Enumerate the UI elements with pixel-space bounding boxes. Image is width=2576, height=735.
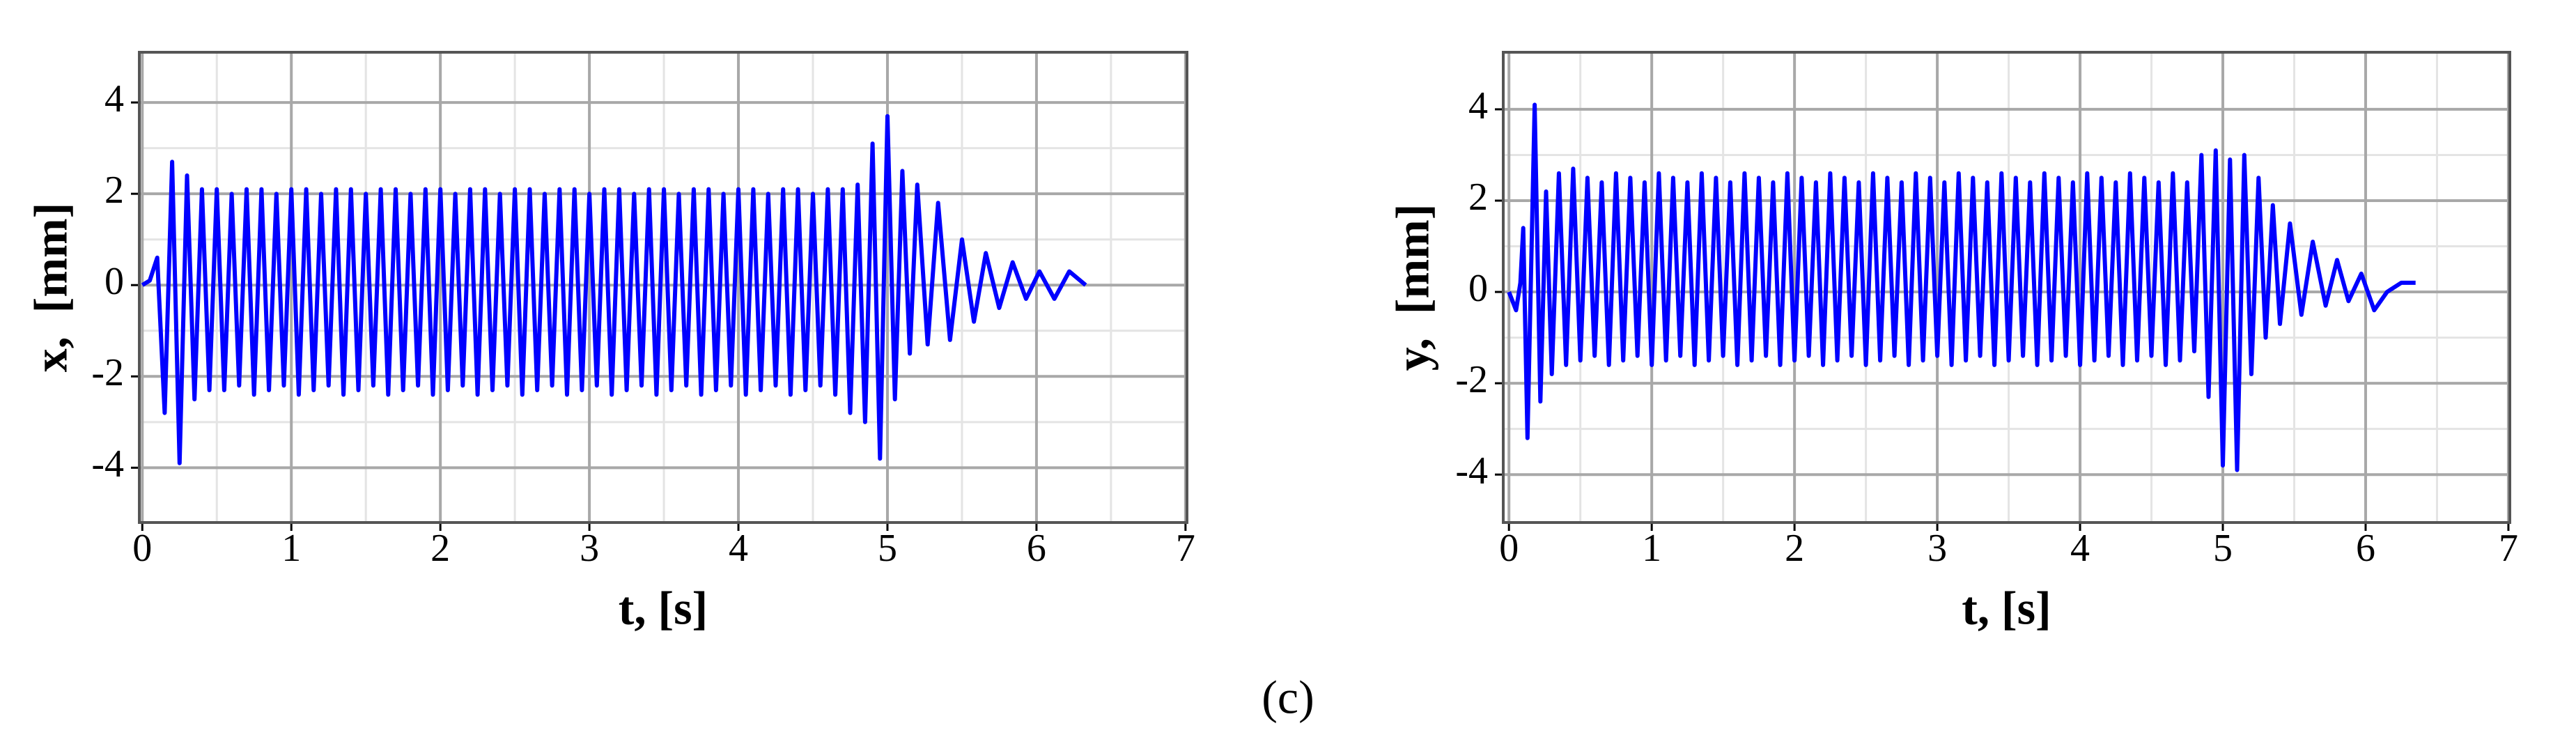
y-axis-label: y, [mm] [1386, 204, 1439, 371]
y-axis-label: x, [mm] [24, 203, 77, 373]
x-tick-label: 1 [1642, 527, 1661, 570]
y-tick-label: 2 [1468, 176, 1488, 219]
x-tick-label: 6 [2356, 527, 2375, 570]
x-tick-label: 1 [281, 527, 301, 570]
x-tick-label: 4 [2070, 527, 2090, 570]
x-tick-label: 0 [132, 527, 152, 570]
x-tick-label: 5 [878, 527, 897, 570]
y-tick-label: -2 [91, 351, 124, 394]
data-line [1507, 102, 2416, 472]
y-tick-label: 4 [104, 77, 124, 121]
x-tick-label: 2 [1785, 527, 1804, 570]
y-tick-label: 0 [1468, 267, 1488, 310]
plot-frame [138, 51, 1188, 524]
y-tick-label: 0 [104, 260, 124, 303]
x-tick-label: 5 [2213, 527, 2233, 570]
x-tick-label: 0 [1499, 527, 1519, 570]
x-tick-label: 3 [580, 527, 599, 570]
y-tick-label: 4 [1468, 84, 1488, 127]
caption: (c) [1262, 671, 1314, 724]
x-tick-label: 6 [1027, 527, 1046, 570]
y-tick-label: -4 [1455, 449, 1488, 493]
x-tick-label: 2 [430, 527, 450, 570]
x-tick-label: 7 [1176, 527, 1195, 570]
x-tick-label: 7 [2499, 527, 2518, 570]
y-tick-label: 2 [104, 169, 124, 212]
x-tick-label: 4 [729, 527, 748, 570]
x-tick-label: 3 [1927, 527, 1947, 570]
y-tick-label: -4 [91, 442, 124, 486]
chart: 0 1 2 3 4 5 6 7 -4 -2 0 2 4 t, [s] y, [mm] [1386, 51, 2518, 635]
plot-frame [1502, 51, 2511, 524]
y-tick-label: -2 [1455, 358, 1488, 401]
x-axis-label: t, [s] [619, 582, 708, 635]
chart: 0 1 2 3 4 5 6 7 -4 -2 0 2 4 t, [s] x, [mm] [24, 51, 1195, 635]
x-axis-label: t, [s] [1962, 582, 2051, 635]
data-line [141, 114, 1087, 465]
